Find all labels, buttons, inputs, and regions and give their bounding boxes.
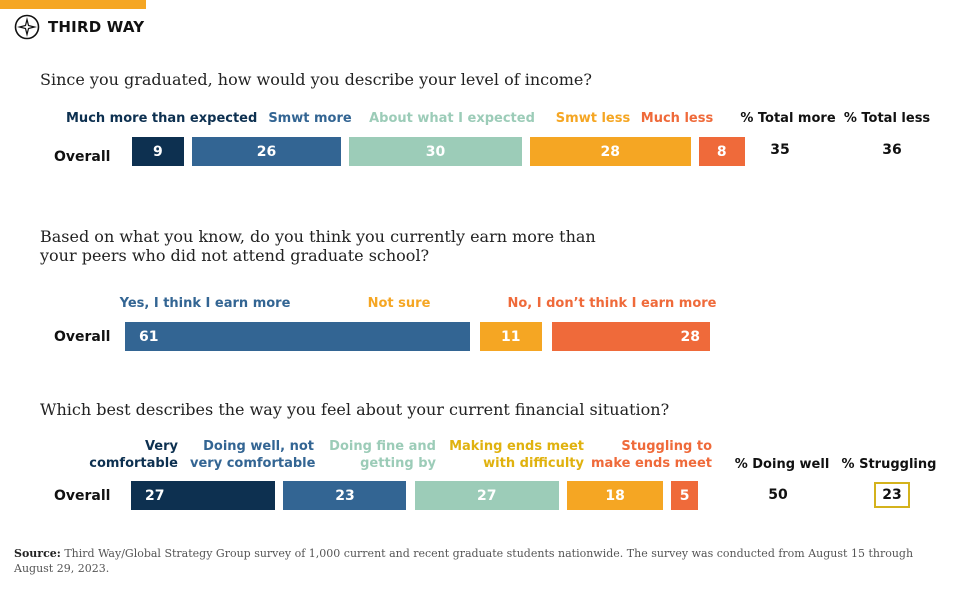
legend-doing-fine-line-2: getting by xyxy=(360,456,436,471)
legend-doing-well: Doing well, not very comfortable xyxy=(190,438,316,472)
legend-struggling-line-2: make ends meet xyxy=(591,456,712,471)
q2-title-line-2: your peers who did not attend graduate s… xyxy=(40,246,430,265)
bar-value-label: 9 xyxy=(153,143,163,160)
legend-making-ends-meet-line-2: with difficulty xyxy=(483,456,584,471)
legend-very-comfortable-line-2: comfortable xyxy=(89,456,178,471)
q1-title: Since you graduated, how would you descr… xyxy=(40,70,592,89)
source-label: Source: xyxy=(14,547,61,560)
legend-doing-fine-line-1: Doing fine and xyxy=(329,439,436,454)
bar-segment-not-sure: 11 xyxy=(479,322,542,351)
bar-value-label: 30 xyxy=(425,143,446,160)
legend-smwt-less: Smwt less xyxy=(555,111,631,126)
legend-much-less: Much less xyxy=(640,111,714,126)
header-doing-well: % Doing well xyxy=(734,457,830,472)
legend-struggling-line-1: Stuggling to xyxy=(621,439,712,454)
bar-value-label: 27 xyxy=(145,487,165,504)
total-more-value: 35 xyxy=(770,142,790,158)
bar-segment-doing-well-not-very-comfortable: 23 xyxy=(283,481,407,510)
bar-value-label: 28 xyxy=(600,143,620,160)
header-total-less: % Total less xyxy=(843,111,931,126)
header-total-more: % Total more xyxy=(740,111,836,126)
source-note: Source: Third Way/Global Strategy Group … xyxy=(14,546,934,576)
bar-segment-much-less: 8 xyxy=(698,137,745,166)
bar-value-label: 23 xyxy=(335,487,355,504)
compass-icon xyxy=(14,14,40,40)
bar-segment-much-more-than-expected: 9 xyxy=(132,137,184,166)
legend-smwt-more: Smwt more xyxy=(268,111,352,126)
accent-bar xyxy=(0,0,146,9)
q3-row-label: Overall xyxy=(54,488,111,504)
legend-doing-well-line-1: Doing well, not xyxy=(203,439,314,454)
bar-segment-very-comfortable: 27 xyxy=(131,481,276,510)
bar-segment-smwt-less: 28 xyxy=(529,137,691,166)
bar-value-label: 11 xyxy=(500,328,521,345)
bar-value-label: 5 xyxy=(679,487,690,504)
bar-segment-doing-fine-and-getting-by: 27 xyxy=(414,481,559,510)
legend-about-expected: About what I expected xyxy=(369,111,535,126)
legend-doing-well-line-2: very comfortable xyxy=(190,456,316,471)
q2-row-label: Overall xyxy=(54,329,111,345)
brand-name: THIRD WAY xyxy=(48,18,145,36)
bar-segment-making-ends-meet-with-difficulty: 18 xyxy=(566,481,664,510)
bar-value-label: 61 xyxy=(139,328,159,345)
bar-value-label: 27 xyxy=(476,487,497,504)
legend-making-ends-meet: Making ends meet with difficulty xyxy=(446,438,584,472)
struggling-value: 23 xyxy=(874,482,910,508)
bar-segment-no-i-don-t-think-i-earn-more: 28 xyxy=(551,322,710,351)
header-struggling: % Struggling xyxy=(841,457,937,472)
doing-well-value: 50 xyxy=(768,487,788,503)
source-text: Third Way/Global Strategy Group survey o… xyxy=(14,547,914,575)
legend-much-more: Much more than expected xyxy=(66,111,258,126)
brand-logo: THIRD WAY xyxy=(14,14,144,40)
bar-value-label: 18 xyxy=(605,487,625,504)
legend-not-sure: Not sure xyxy=(367,296,431,311)
legend-yes-earn-more: Yes, I think I earn more xyxy=(119,296,291,311)
bar-segment-smwt-more: 26 xyxy=(191,137,342,166)
legend-struggling: Stuggling to make ends meet xyxy=(590,438,712,472)
bar-value-label: 8 xyxy=(716,143,727,160)
bar-segment-about-what-i-expected: 30 xyxy=(349,137,522,166)
legend-doing-fine: Doing fine and getting by xyxy=(320,438,436,472)
total-less-value: 36 xyxy=(882,142,902,158)
q3-title: Which best describes the way you feel ab… xyxy=(40,400,670,419)
legend-very-comfortable: Very comfortable xyxy=(84,438,178,472)
legend-very-comfortable-line-1: Very xyxy=(144,439,178,454)
legend-no-earn-more: No, I don’t think I earn more xyxy=(507,296,717,311)
legend-making-ends-meet-line-1: Making ends meet xyxy=(449,439,584,454)
bar-value-label: 28 xyxy=(680,328,700,345)
bar-segment-stuggling-to-make-ends-meet: 5 xyxy=(671,481,698,510)
q2-title-line-1: Based on what you know, do you think you… xyxy=(40,227,596,246)
q1-row-label: Overall xyxy=(54,149,111,165)
bar-value-label: 26 xyxy=(256,143,277,160)
bar-segment-yes-i-think-i-earn-more: 61 xyxy=(125,322,470,351)
q2-title: Based on what you know, do you think you… xyxy=(40,227,596,265)
